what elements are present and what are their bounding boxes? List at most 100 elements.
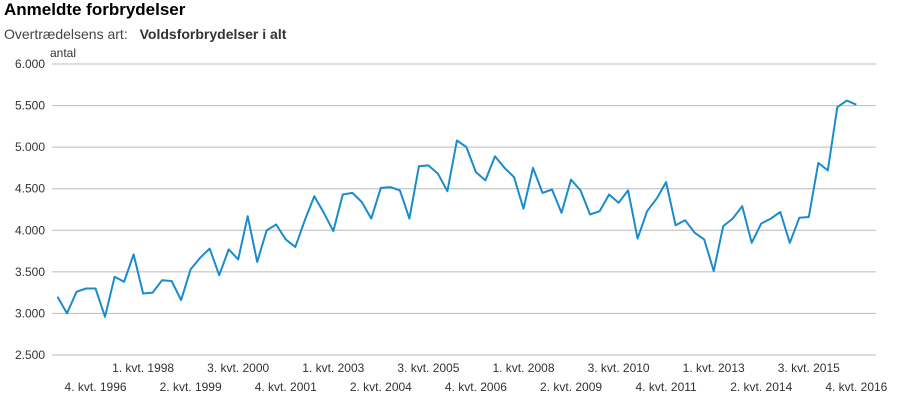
data-point[interactable] — [424, 161, 432, 169]
data-point[interactable] — [73, 288, 81, 296]
data-point[interactable] — [187, 265, 195, 273]
data-point[interactable] — [244, 212, 252, 220]
y-tick-label: 2.500 — [15, 348, 45, 362]
data-point[interactable] — [681, 216, 689, 224]
data-point[interactable] — [367, 215, 375, 223]
x-tick-label: 3. kvt. 2010 — [588, 361, 650, 375]
data-point[interactable] — [481, 176, 489, 184]
data-point[interactable] — [415, 162, 423, 170]
data-point[interactable] — [291, 243, 299, 251]
data-point[interactable] — [320, 209, 328, 217]
data-point[interactable] — [358, 198, 366, 206]
data-point[interactable] — [634, 235, 642, 243]
data-point[interactable] — [453, 136, 461, 144]
x-tick-label: 2. kvt. 2009 — [540, 380, 602, 394]
data-point[interactable] — [786, 239, 794, 247]
x-tick-label: 3. kvt. 2005 — [397, 361, 459, 375]
data-point[interactable] — [558, 209, 566, 217]
data-point[interactable] — [405, 215, 413, 223]
filter-label: Overtrædelsens art: — [4, 26, 128, 42]
filter-row: Overtrædelsens art: Voldsforbrydelser i … — [4, 26, 286, 42]
data-point[interactable] — [700, 235, 708, 243]
data-point[interactable] — [158, 276, 166, 284]
data-point[interactable] — [462, 143, 470, 151]
data-point[interactable] — [396, 186, 404, 194]
data-point[interactable] — [310, 192, 318, 200]
data-point[interactable] — [691, 229, 699, 237]
data-point[interactable] — [82, 284, 90, 292]
data-point[interactable] — [329, 227, 337, 235]
data-point[interactable] — [130, 250, 138, 258]
data-point[interactable] — [795, 214, 803, 222]
x-tick-label: 2. kvt. 2004 — [350, 380, 412, 394]
data-point[interactable] — [833, 103, 841, 111]
data-point[interactable] — [120, 278, 128, 286]
data-point[interactable] — [225, 245, 233, 253]
data-point[interactable] — [577, 186, 585, 194]
data-point[interactable] — [653, 195, 661, 203]
data-point[interactable] — [92, 284, 100, 292]
data-point[interactable] — [54, 293, 62, 301]
data-point[interactable] — [519, 205, 527, 213]
data-point[interactable] — [843, 97, 851, 105]
y-axis-label: antal — [50, 46, 76, 60]
data-point[interactable] — [615, 199, 623, 207]
data-point[interactable] — [710, 267, 718, 275]
data-point[interactable] — [253, 258, 261, 266]
data-point[interactable] — [624, 186, 632, 194]
data-point[interactable] — [529, 164, 537, 172]
data-point[interactable] — [814, 159, 822, 167]
data-point[interactable] — [757, 220, 765, 228]
data-point[interactable] — [672, 221, 680, 229]
data-point[interactable] — [643, 207, 651, 215]
data-point[interactable] — [443, 187, 451, 195]
gridlines — [52, 63, 876, 356]
data-point[interactable] — [177, 296, 185, 304]
data-point[interactable] — [805, 213, 813, 221]
x-tick-label: 2. kvt. 2014 — [730, 380, 792, 394]
data-point[interactable] — [111, 273, 119, 281]
x-tick-label: 1. kvt. 2008 — [492, 361, 554, 375]
data-point[interactable] — [567, 176, 575, 184]
data-point[interactable] — [776, 208, 784, 216]
data-point[interactable] — [510, 173, 518, 181]
data-point[interactable] — [263, 226, 271, 234]
data-point[interactable] — [586, 210, 594, 218]
data-point[interactable] — [348, 189, 356, 197]
data-point[interactable] — [539, 189, 547, 197]
data-point[interactable] — [282, 235, 290, 243]
filter-value[interactable]: Voldsforbrydelser i alt — [139, 26, 287, 42]
data-point[interactable] — [196, 254, 204, 262]
data-point[interactable] — [272, 220, 280, 228]
data-point[interactable] — [149, 289, 157, 297]
data-point[interactable] — [339, 191, 347, 199]
data-point[interactable] — [824, 166, 832, 174]
data-point[interactable] — [168, 277, 176, 285]
data-point[interactable] — [852, 101, 860, 109]
data-point[interactable] — [434, 170, 442, 178]
data-point[interactable] — [101, 313, 109, 321]
series-line — [56, 99, 857, 318]
data-point[interactable] — [605, 191, 613, 199]
data-point[interactable] — [377, 184, 385, 192]
data-point[interactable] — [234, 255, 242, 263]
y-tick-label: 5.500 — [15, 99, 45, 113]
data-point[interactable] — [748, 239, 756, 247]
data-point[interactable] — [63, 309, 71, 317]
data-point[interactable] — [139, 289, 147, 297]
data-point[interactable] — [662, 178, 670, 186]
data-point[interactable] — [301, 216, 309, 224]
data-point[interactable] — [729, 215, 737, 223]
data-point[interactable] — [767, 215, 775, 223]
data-point[interactable] — [491, 152, 499, 160]
data-point[interactable] — [215, 271, 223, 279]
data-point[interactable] — [596, 207, 604, 215]
data-point[interactable] — [472, 168, 480, 176]
data-point[interactable] — [206, 245, 214, 253]
data-point[interactable] — [738, 202, 746, 210]
data-point[interactable] — [386, 183, 394, 191]
data-point[interactable] — [548, 186, 556, 194]
data-point[interactable] — [500, 164, 508, 172]
data-point[interactable] — [719, 222, 727, 230]
